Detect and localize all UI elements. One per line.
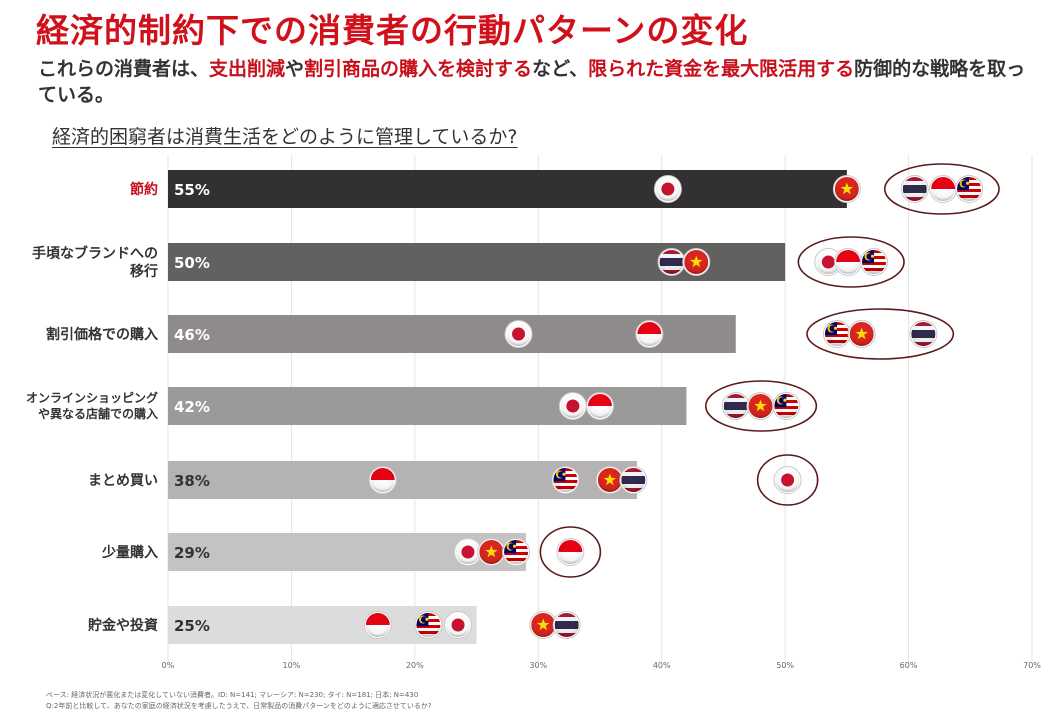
category-label: 割引価格での購入 [46, 326, 158, 343]
category-labels: 節約手頃なブランドへの移行割引価格での購入オンラインショッピングや異なる店舗での… [26, 181, 158, 634]
flag-thailand-icon [552, 611, 581, 639]
flag-thailand-icon [721, 392, 750, 420]
subtitle-text-3: など、 [532, 58, 589, 80]
x-tick-label: 0% [162, 661, 175, 670]
bar-value-label: 38% [174, 472, 210, 490]
flag-japan-icon [773, 466, 802, 494]
subtitle-highlight-3: 限られた資金を最大限活用する [588, 58, 855, 80]
footnote-base: ベース: 経済状況が悪化または変化していない消費者。ID: N=141; マレー… [46, 691, 419, 699]
category-label: まとめ買い [88, 473, 158, 489]
flag-vietnam-icon [682, 248, 711, 276]
flag-thailand-icon [619, 466, 648, 494]
chart-question: 経済的困窮者は消費生活をどのように管理しているか? [52, 126, 518, 148]
subtitle-highlight-1: 支出削減 [209, 58, 286, 80]
flag-vietnam-icon [595, 466, 624, 494]
flag-japan-icon [504, 320, 533, 348]
x-tick-label: 20% [406, 661, 424, 670]
flag-malaysia-icon [502, 538, 531, 566]
flag-malaysia-icon [860, 248, 889, 276]
flag-vietnam-icon [529, 611, 558, 639]
highlight-ellipse [797, 236, 905, 288]
flag-vietnam-icon [832, 175, 861, 203]
bar [168, 170, 847, 208]
flag-indonesia-icon [363, 611, 392, 639]
x-tick-label: 50% [776, 661, 794, 670]
flag-malaysia-icon [551, 466, 580, 494]
flag-thailand-icon [900, 175, 929, 203]
category-label: オンラインショッピング [26, 390, 158, 405]
subtitle-text-2: や [285, 58, 305, 80]
flag-japan-icon [444, 611, 473, 639]
country-markers [363, 175, 984, 639]
x-tick-label: 60% [900, 661, 918, 670]
flag-indonesia-icon [929, 175, 958, 203]
flag-vietnam-icon [847, 320, 876, 348]
highlight-ellipse [806, 308, 955, 360]
x-tick-label: 70% [1023, 661, 1041, 670]
highlight-ellipse [539, 526, 602, 578]
category-label: 少量購入 [101, 544, 158, 561]
flag-japan-icon [653, 175, 682, 203]
flag-thailand-icon [909, 320, 938, 348]
flag-japan-icon [814, 248, 843, 276]
flag-malaysia-icon [822, 320, 851, 348]
flag-malaysia-icon [414, 611, 443, 639]
flag-indonesia-icon [556, 538, 585, 566]
subtitle-text-1: これらの消費者は、 [38, 58, 210, 80]
x-tick-label: 10% [283, 661, 301, 670]
bar-value-label: 25% [174, 617, 210, 635]
highlight-ellipse [704, 380, 818, 432]
flag-indonesia-icon [834, 248, 863, 276]
bar-value-label: 55% [174, 181, 210, 199]
category-label: 移行 [130, 263, 158, 280]
flag-thailand-icon [657, 248, 686, 276]
category-label: や異なる店舗での購入 [38, 406, 158, 421]
flag-malaysia-icon [955, 175, 984, 203]
subtitle: これらの消費者は、支出削減や割引商品の購入を検討するなど、限られた資金を最大限活… [38, 56, 1028, 108]
x-tick-label: 40% [653, 661, 671, 670]
bar-value-label: 46% [174, 326, 210, 344]
category-label: 節約 [130, 181, 158, 198]
flag-japan-icon [558, 392, 587, 420]
subtitle-highlight-2: 割引商品の購入を検討する [304, 58, 533, 80]
highlight-ellipse [756, 454, 819, 506]
flag-indonesia-icon [368, 466, 397, 494]
category-label: 手頃なブランドへの [32, 245, 158, 262]
page-title: 経済的制約下での消費者の行動パターンの変化 [36, 11, 749, 50]
flag-malaysia-icon [772, 392, 801, 420]
x-tick-label: 30% [529, 661, 547, 670]
category-label: 貯金や投資 [88, 617, 158, 634]
x-axis-ticks: 0% 10% 20% 30% 40% 50% 60% 70% [162, 661, 1042, 670]
highlight-ellipse [883, 163, 1000, 215]
bar-value-label: 42% [174, 398, 210, 416]
flag-indonesia-icon [586, 392, 614, 420]
footnote-question: Q:2年前と比較して、あなたの家庭の経済状況を考慮したうえで、日常製品の消費パタ… [46, 702, 432, 710]
flag-vietnam-icon [746, 392, 775, 420]
subtitle-text-4: 防御的な戦略を取っている。 [38, 58, 1026, 106]
flag-vietnam-icon [477, 538, 506, 566]
flag-japan-icon [453, 538, 482, 566]
flag-indonesia-icon [635, 320, 664, 348]
bar-value-label: 29% [174, 544, 210, 562]
bar-value-label: 50% [174, 254, 210, 272]
highlight-ellipses [539, 163, 1000, 578]
